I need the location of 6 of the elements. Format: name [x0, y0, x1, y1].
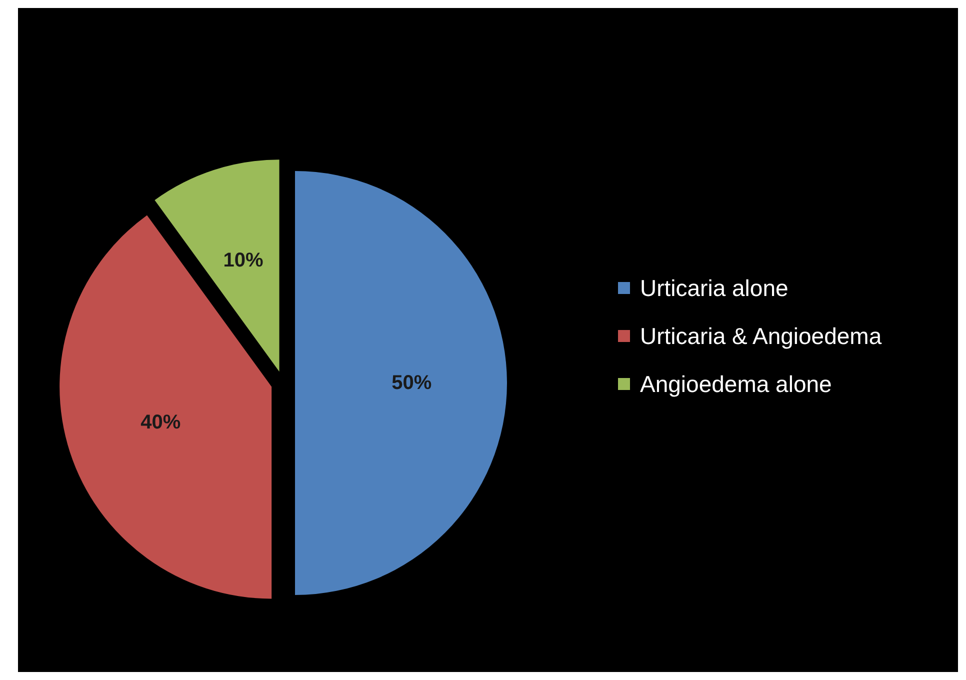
legend-label: Angioedema alone	[640, 371, 832, 397]
legend-label: Urticaria alone	[640, 275, 788, 301]
data-label: 50%	[392, 372, 432, 394]
data-label: 40%	[140, 412, 181, 434]
legend-label: Urticaria & Angioedema	[640, 323, 882, 349]
data-label: 10%	[223, 250, 264, 272]
